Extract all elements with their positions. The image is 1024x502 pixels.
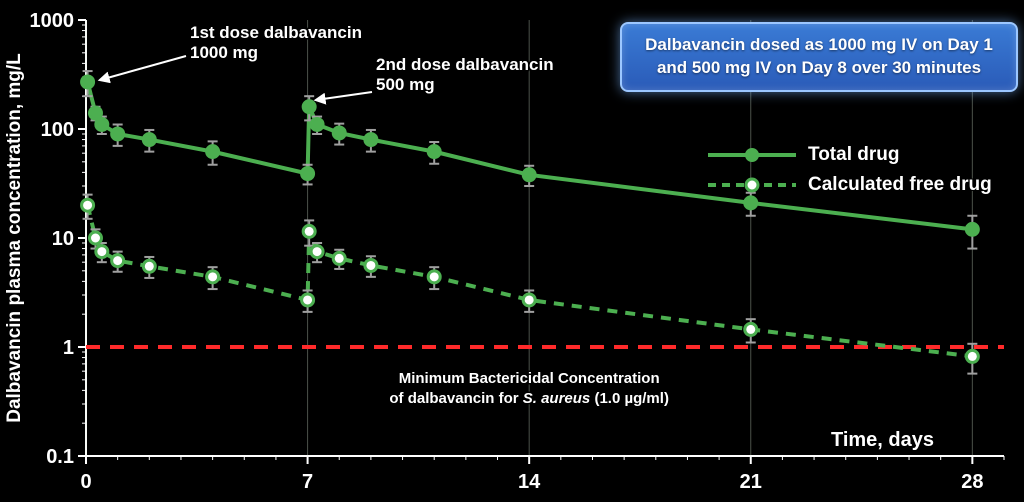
- marker-total: [966, 223, 978, 235]
- marker-free: [82, 199, 94, 211]
- marker-total: [82, 76, 94, 88]
- marker-free: [365, 259, 377, 271]
- marker-free: [303, 225, 315, 237]
- info-box-text: Dalbavancin dosed as 1000 mg IV on Day 1…: [645, 35, 993, 77]
- x-tick-label: 21: [740, 471, 762, 493]
- chart-container: 0 7 14 21 28 0.1 1 10 100 1000Dalbavancin plasma …: [0, 0, 1024, 502]
- marker-free: [143, 260, 155, 272]
- marker-total: [302, 168, 314, 180]
- marker-total: [365, 134, 377, 146]
- marker-free: [207, 271, 219, 283]
- marker-free: [523, 294, 535, 306]
- y-tick-label: 100: [41, 119, 74, 141]
- marker-total: [207, 146, 219, 158]
- marker-free: [333, 252, 345, 264]
- mbc-label: Minimum Bactericidal Concentration: [399, 370, 660, 387]
- legend-label-free: Calculated free drug: [808, 174, 992, 196]
- legend-item-free: Calculated free drug: [706, 172, 992, 198]
- y-tick-label: 0.1: [46, 446, 74, 468]
- x-tick-label: 7: [302, 471, 313, 493]
- marker-total: [96, 118, 108, 130]
- series-free: [88, 205, 973, 356]
- annotation-dose1: 1st dose dalbavancin: [190, 23, 362, 42]
- info-box: Dalbavancin dosed as 1000 mg IV on Day 1…: [620, 22, 1018, 92]
- y-tick-label: 1000: [30, 10, 75, 32]
- marker-total: [333, 127, 345, 139]
- marker-free: [311, 246, 323, 258]
- marker-total: [311, 118, 323, 130]
- marker-total: [112, 128, 124, 140]
- marker-total: [89, 107, 101, 119]
- annotation-dose2: 2nd dose dalbavancin: [376, 55, 554, 74]
- marker-free: [745, 323, 757, 335]
- x-tick-label: 28: [961, 471, 983, 493]
- legend-swatch-total: [706, 145, 798, 165]
- marker-total: [428, 146, 440, 158]
- legend-label-total: Total drug: [808, 144, 899, 166]
- legend: Total drug Calculated free drug: [706, 138, 992, 202]
- x-tick-label: 0: [80, 471, 91, 493]
- marker-free: [96, 246, 108, 258]
- legend-swatch-free: [706, 175, 798, 195]
- marker-free: [428, 271, 440, 283]
- x-tick-label: 14: [518, 471, 541, 493]
- x-axis-label: Time, days: [831, 429, 934, 451]
- y-tick-label: 10: [52, 228, 74, 250]
- marker-total: [143, 134, 155, 146]
- marker-free: [89, 232, 101, 244]
- mbc-label: of dalbavancin for S. aureus (1.0 µg/ml): [389, 390, 669, 407]
- marker-free: [112, 255, 124, 267]
- marker-free: [966, 350, 978, 362]
- annotation-dose1: 1000 mg: [190, 43, 258, 62]
- legend-item-total: Total drug: [706, 142, 992, 168]
- marker-total: [303, 101, 315, 113]
- annotation-dose2: 500 mg: [376, 75, 435, 94]
- y-tick-label: 1: [63, 337, 74, 359]
- marker-total: [523, 169, 535, 181]
- y-axis-label: Dalbavancin plasma concentration, mg/L: [4, 53, 25, 423]
- marker-free: [302, 294, 314, 306]
